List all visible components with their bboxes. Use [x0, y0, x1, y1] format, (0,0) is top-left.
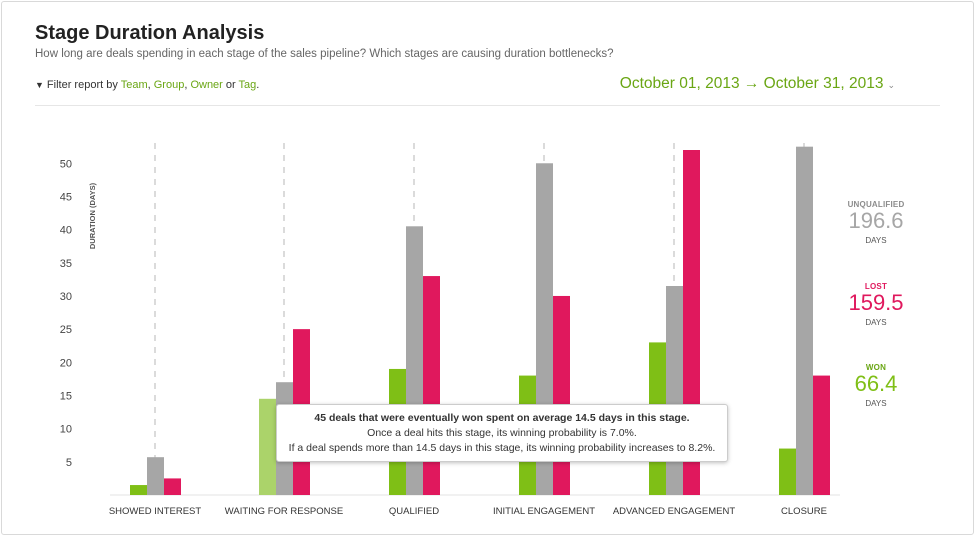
y-tick-label: 10 [60, 424, 72, 436]
y-tick-label: 15 [60, 390, 72, 402]
bar-lost [813, 375, 830, 495]
filter-bar: ▼ Filter report by Team, Group, Owner or … [35, 79, 259, 91]
summary-unqualified: UNQUALIFIED 196.6 DAYS [838, 200, 914, 245]
summary-won: WON 66.4 DAYS [838, 363, 914, 408]
summary-value: 66.4 [854, 371, 898, 396]
summary-unit: DAYS [865, 318, 887, 327]
y-tick-label: 45 [60, 191, 72, 203]
summary-value: 159.5 [848, 290, 904, 315]
x-category-label: SHOWED INTEREST [109, 506, 202, 517]
chevron-down-icon: ⌄ [887, 80, 895, 90]
filter-separator: , [184, 79, 188, 91]
y-tick-label: 30 [60, 291, 72, 303]
summary-label: LOST [864, 282, 888, 291]
x-category-label: WAITING FOR RESPONSE [225, 506, 343, 517]
funnel-icon: ▼ [35, 80, 44, 90]
y-tick-label: 40 [60, 225, 72, 237]
page-title: Stage Duration Analysis [35, 22, 265, 44]
x-category-label: INITIAL ENGAGEMENT [493, 506, 595, 517]
summary-value: 196.6 [848, 208, 904, 233]
bar-won [779, 448, 796, 495]
page-subtitle: How long are deals spending in each stag… [35, 48, 614, 60]
summary-unit: DAYS [865, 236, 887, 245]
filter-or: or [225, 79, 236, 91]
filter-separator: , [147, 79, 151, 91]
x-category-label: ADVANCED ENGAGEMENT [613, 506, 735, 517]
y-tick-label: 25 [60, 324, 72, 336]
bar-lost [423, 276, 440, 495]
summary-label: UNQUALIFIED [847, 200, 905, 209]
x-category-label: CLOSURE [781, 506, 827, 517]
filter-team-link[interactable]: Team [120, 79, 148, 91]
filter-group-link[interactable]: Group [153, 79, 185, 91]
bar-tooltip: 45 deals that were eventually won spent … [276, 404, 728, 462]
date-range-label: October 01, 2013 → October 31, 2013 [619, 75, 884, 92]
bar-unqualified [147, 457, 164, 495]
bar-won [259, 398, 276, 495]
x-category-label: QUALIFIED [389, 506, 439, 517]
bar-unqualified [796, 146, 813, 496]
bar-lost [553, 295, 570, 495]
date-range-picker[interactable]: October 01, 2013 → October 31, 2013 ⌄ [620, 75, 895, 93]
tooltip-line: Once a deal hits this stage, its winning… [367, 427, 637, 439]
y-tick-label: 20 [60, 357, 72, 369]
y-axis-title: DURATION (DAYS) [88, 182, 97, 249]
bar-lost [164, 478, 181, 495]
tooltip-headline: 45 deals that were eventually won spent … [314, 412, 690, 424]
y-tick-label: 50 [60, 158, 72, 170]
tooltip-line: If a deal spends more than 14.5 days in … [288, 442, 716, 454]
y-tick-label: 35 [60, 258, 72, 270]
filter-tag-link[interactable]: Tag [238, 79, 257, 91]
divider [35, 105, 940, 106]
filter-owner-link[interactable]: Owner [190, 79, 223, 91]
bar-unqualified [666, 286, 683, 495]
bar-won [130, 485, 147, 495]
y-tick-label: 5 [66, 457, 72, 469]
summary-lost: LOST 159.5 DAYS [838, 282, 914, 327]
filter-end: . [256, 79, 260, 91]
summary-label: WON [865, 363, 887, 372]
summary-unit: DAYS [865, 399, 887, 408]
filter-prefix: Filter report by [46, 79, 118, 91]
